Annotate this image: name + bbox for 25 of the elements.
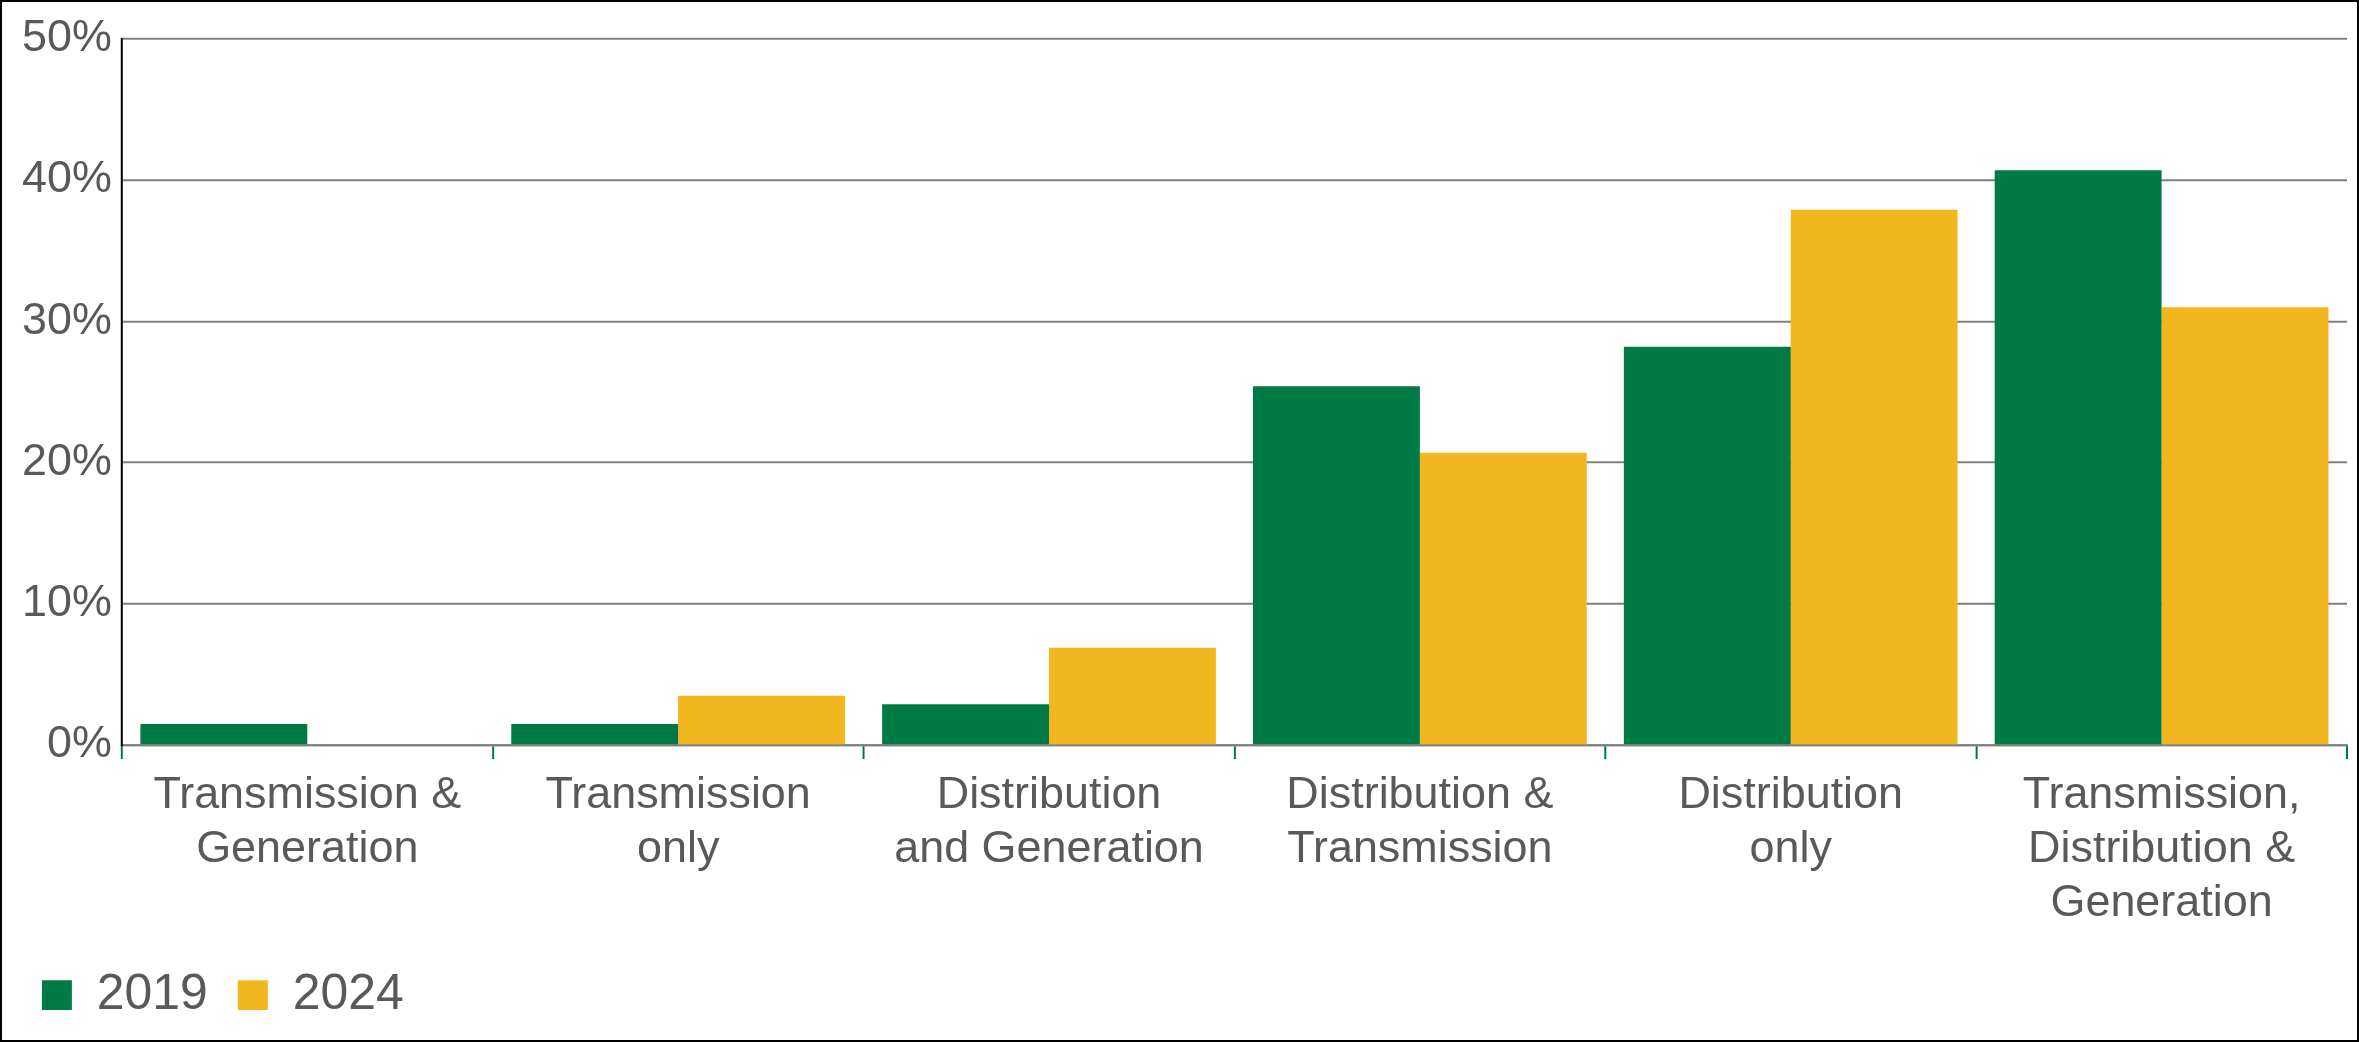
bar (882, 704, 1050, 745)
x-tick-label: Distribution and Generation (894, 767, 1204, 873)
y-tick-label: 30% (21, 292, 112, 344)
x-tick-label: Transmission, Distribution & Generation (2022, 767, 2301, 926)
y-tick-label: 40% (21, 151, 112, 203)
legend-label: 2024 (292, 963, 404, 1020)
legend-label: 2019 (96, 963, 208, 1020)
bar (1049, 647, 1216, 745)
bar (1790, 209, 1958, 745)
y-tick-label: 20% (21, 434, 112, 485)
bar (511, 723, 679, 745)
y-tick-label: 50% (21, 10, 112, 62)
bar (1623, 346, 1791, 745)
x-tick-label: Distribution only (1678, 767, 1904, 873)
bar (1252, 386, 1420, 745)
y-tick-label: 0% (46, 716, 112, 768)
bar (2161, 307, 2329, 745)
x-tick-label: Distribution & Transmission (1286, 767, 1554, 873)
bar (678, 695, 846, 745)
bar (140, 723, 308, 745)
bar (1419, 452, 1587, 745)
x-tick-label: Transmission only (545, 767, 811, 873)
y-tick-label: 10% (21, 575, 112, 627)
x-tick-label: Transmission & Generation (153, 767, 462, 873)
bar (1994, 170, 2162, 745)
